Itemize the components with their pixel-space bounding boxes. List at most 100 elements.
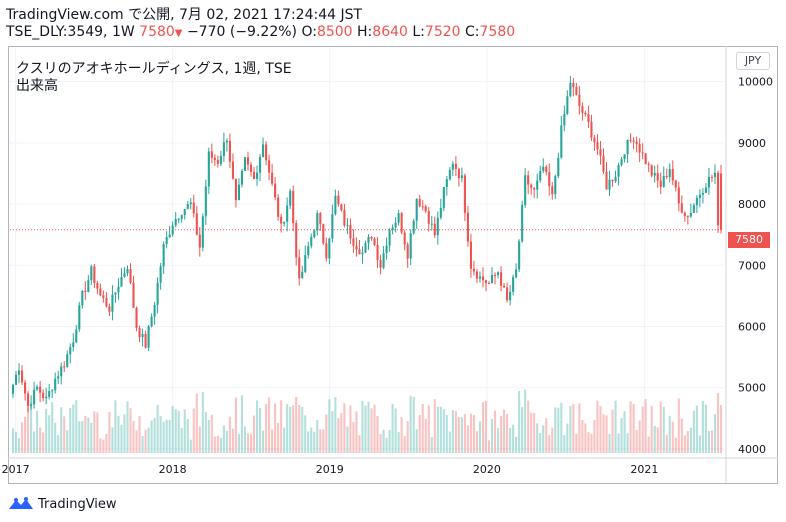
footer-brand-label: TradingView xyxy=(38,496,117,512)
volume-bar xyxy=(111,427,114,453)
candle-body xyxy=(427,211,430,224)
candle-body xyxy=(102,295,105,299)
volume-bar xyxy=(370,408,373,453)
volume-bar xyxy=(171,406,174,453)
candle-body xyxy=(352,238,355,246)
volume-bar xyxy=(165,419,168,453)
candle-body xyxy=(153,304,156,317)
candle-body xyxy=(536,180,539,190)
candle-body xyxy=(289,190,292,206)
candle-body xyxy=(274,183,277,198)
volume-bar xyxy=(686,431,689,453)
candle-body xyxy=(292,190,295,224)
volume-bar xyxy=(472,414,476,453)
candle-body xyxy=(659,180,662,187)
volume-bar xyxy=(331,410,334,453)
candle-body xyxy=(710,176,714,178)
volume-bar xyxy=(608,434,611,453)
symbol-label: TSE_DLY:3549, 1W xyxy=(6,24,135,40)
chart-panel[interactable] xyxy=(8,46,778,484)
volume-bar xyxy=(500,415,503,453)
candle-body xyxy=(512,277,515,292)
candle-body xyxy=(180,215,183,219)
volume-bar xyxy=(195,393,198,453)
volume-bar xyxy=(460,417,463,453)
volume-bar xyxy=(349,405,352,453)
volume-bar xyxy=(358,435,361,453)
volume-bar xyxy=(487,440,491,453)
candle-body xyxy=(572,82,575,88)
candle-body xyxy=(515,269,518,278)
volume-bar xyxy=(653,425,656,453)
candle-body xyxy=(45,396,48,399)
volume-bar xyxy=(99,438,102,453)
footer-brand[interactable]: TradingView xyxy=(8,494,117,514)
volume-bar xyxy=(316,420,319,453)
volume-bar xyxy=(650,405,653,453)
candle-body xyxy=(707,176,710,188)
volume-bar xyxy=(364,405,367,453)
candle-body xyxy=(147,326,150,348)
candle-body xyxy=(373,238,376,245)
volume-bar xyxy=(379,434,382,453)
volume-bar xyxy=(322,429,325,453)
y-tick-label: 5000 xyxy=(738,382,766,395)
volume-bar xyxy=(599,406,602,453)
volume-bar xyxy=(198,426,201,453)
candle-body xyxy=(30,404,33,406)
candle-body xyxy=(150,316,153,327)
candle-body xyxy=(225,140,228,143)
candle-body xyxy=(81,290,84,306)
y-tick-label: 8000 xyxy=(738,198,766,211)
volume-bar xyxy=(346,426,349,453)
candle-body xyxy=(343,210,346,226)
candle-body xyxy=(307,245,310,256)
volume-bar xyxy=(421,404,424,453)
candle-body xyxy=(391,227,394,231)
volume-bar xyxy=(210,414,213,453)
volume-bar xyxy=(325,414,328,453)
candle-body xyxy=(608,179,611,190)
candle-body xyxy=(355,245,358,250)
volume-bar xyxy=(361,400,364,453)
volume-bar xyxy=(557,407,560,453)
volume-bar xyxy=(243,426,247,453)
volume-bar xyxy=(572,404,575,453)
volume-bar xyxy=(39,427,42,453)
candle-body xyxy=(334,195,337,215)
volume-bar xyxy=(60,407,63,453)
volume-bar xyxy=(716,393,720,453)
candle-body xyxy=(415,199,418,221)
candle-body xyxy=(686,215,689,217)
candle-body xyxy=(331,214,334,239)
volume-bar xyxy=(677,398,680,453)
candle-body xyxy=(213,157,216,160)
candle-body xyxy=(545,166,548,173)
candle-body xyxy=(539,170,542,181)
volume-bar xyxy=(427,405,430,453)
candle-body xyxy=(569,82,572,97)
candle-body xyxy=(481,276,485,281)
volume-bar xyxy=(683,435,686,453)
volume-bar-last xyxy=(719,405,723,453)
volume-bar xyxy=(14,431,18,453)
volume-bar xyxy=(231,428,234,453)
volume-bar xyxy=(216,435,219,453)
volume-bar xyxy=(249,434,253,453)
volume-bar xyxy=(521,407,524,453)
candle-body xyxy=(340,204,343,211)
candle-body xyxy=(599,149,602,156)
candle-body xyxy=(382,253,385,268)
volume-bar xyxy=(469,413,472,453)
currency-button[interactable]: JPY xyxy=(736,52,770,70)
volume-bar xyxy=(484,400,488,453)
volume-bar xyxy=(466,425,469,453)
candle-body xyxy=(521,205,524,242)
volume-bar xyxy=(367,401,370,453)
x-tick-label: 2019 xyxy=(316,463,344,476)
volume-bar xyxy=(180,428,183,453)
candle-body xyxy=(695,197,698,206)
candle-body xyxy=(63,366,66,368)
volume-bar xyxy=(289,406,292,453)
